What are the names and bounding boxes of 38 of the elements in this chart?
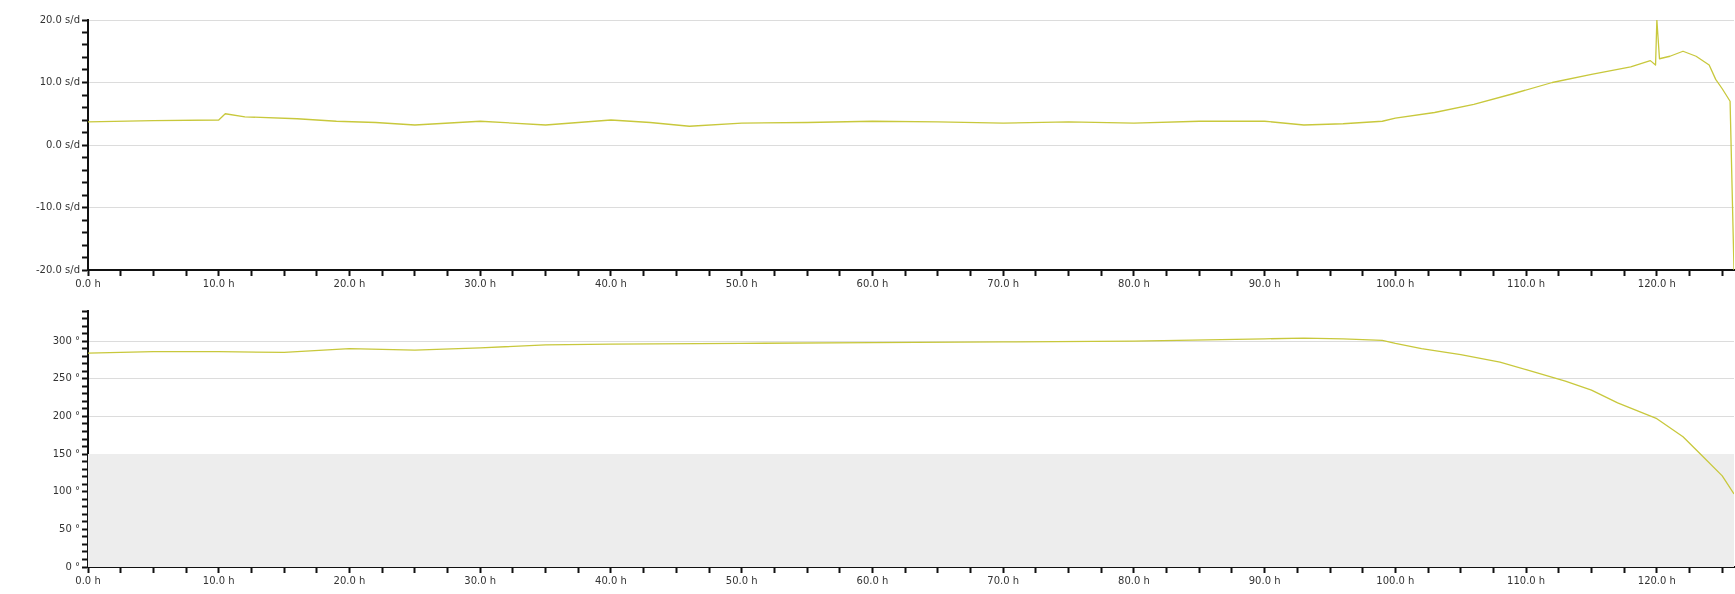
x-tick-label: 60.0 h: [856, 574, 889, 586]
x-tick-label: 60.0 h: [856, 277, 889, 289]
x-tick-label: 120.0 h: [1637, 574, 1676, 586]
x-tick-label: 80.0 h: [1118, 574, 1150, 586]
y-tick-label: 100 °: [52, 485, 80, 497]
y-tick-label: 10.0 s/d: [39, 76, 80, 88]
y-tick-label: -20.0 s/d: [36, 263, 80, 275]
y-tick-label: 150 °: [52, 447, 80, 459]
x-tick-label: 70.0 h: [987, 574, 1020, 586]
y-tick-label: 0.0 s/d: [45, 138, 80, 150]
x-tick-label: 0.0 h: [75, 277, 101, 289]
y-tick-label: 200 °: [52, 410, 80, 422]
y-tick-label: 20.0 s/d: [39, 13, 80, 25]
y-tick-label: -10.0 s/d: [36, 201, 80, 213]
x-tick-label: 50.0 h: [725, 277, 758, 289]
x-tick-label: 110.0 h: [1507, 277, 1546, 289]
x-tick-label: 50.0 h: [725, 574, 758, 586]
x-tick-label: 0.0 h: [75, 574, 101, 586]
y-tick-label: 300 °: [52, 334, 80, 346]
x-tick-label: 30.0 h: [464, 277, 497, 289]
x-tick-label: 10.0 h: [202, 277, 235, 289]
y-tick-label: 0 °: [65, 560, 80, 572]
x-tick-label: 70.0 h: [987, 277, 1020, 289]
x-tick-label: 100.0 h: [1376, 574, 1415, 586]
x-tick-label: 40.0 h: [595, 574, 627, 586]
y-tick-label: 250 °: [52, 372, 80, 384]
x-tick-label: 20.0 h: [333, 277, 366, 289]
x-tick-label: 20.0 h: [333, 574, 366, 586]
x-tick-label: 120.0 h: [1637, 277, 1676, 289]
x-tick-label: 10.0 h: [202, 574, 235, 586]
x-tick-label: 90.0 h: [1248, 277, 1281, 289]
x-tick-label: 90.0 h: [1248, 574, 1281, 586]
x-tick-label: 30.0 h: [464, 574, 497, 586]
y-tick-label: 50 °: [59, 522, 80, 534]
x-tick-label: 80.0 h: [1118, 277, 1150, 289]
x-tick-label: 40.0 h: [595, 277, 627, 289]
x-tick-label: 100.0 h: [1376, 277, 1415, 289]
x-tick-label: 110.0 h: [1507, 574, 1546, 586]
